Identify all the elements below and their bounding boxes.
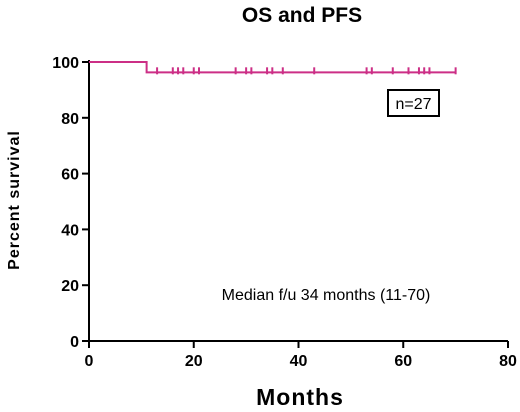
y-tick-label: 100 xyxy=(52,55,79,72)
y-tick-label: 60 xyxy=(61,167,79,184)
x-tick-label: 80 xyxy=(499,353,517,370)
y-axis-title: Percent survival xyxy=(6,130,23,270)
y-tick-label: 80 xyxy=(61,111,79,128)
axes: 0 20 40 60 80 100 0 20 40 60 80 xyxy=(52,55,517,370)
survival-curve xyxy=(89,61,456,74)
y-tick-label: 40 xyxy=(61,222,79,239)
plot-area xyxy=(89,61,457,75)
x-axis-title: Months xyxy=(256,384,344,410)
median-followup-annotation: Median f/u 34 months (11-70) xyxy=(222,287,431,304)
n-label: n=27 xyxy=(395,96,431,113)
x-tick-label: 60 xyxy=(394,353,412,370)
n-label-box xyxy=(387,89,440,117)
x-tick-label: 20 xyxy=(185,353,203,370)
chart-title: OS and PFS xyxy=(242,4,362,27)
y-tick-label: 0 xyxy=(70,334,79,351)
y-tick-label: 20 xyxy=(61,278,79,295)
x-tick-label: 40 xyxy=(290,353,308,370)
x-tick-label: 0 xyxy=(85,353,94,370)
